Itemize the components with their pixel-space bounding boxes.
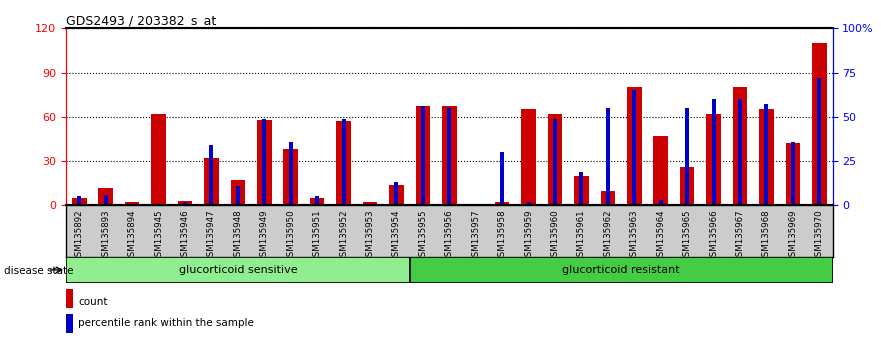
Text: GSM135969: GSM135969 [788, 210, 797, 262]
Text: GSM135947: GSM135947 [207, 210, 216, 262]
Bar [548, 114, 562, 205]
Bar [633, 90, 636, 205]
Bar [284, 149, 298, 205]
Bar [178, 201, 192, 205]
Bar [606, 108, 610, 205]
Bar [257, 120, 271, 205]
Bar [659, 200, 663, 205]
Bar [183, 202, 187, 205]
Bar [157, 204, 160, 205]
Bar [553, 119, 557, 205]
Bar [204, 158, 218, 205]
Bar [627, 87, 641, 205]
Text: GSM135946: GSM135946 [181, 210, 189, 262]
Bar [495, 202, 509, 205]
Bar [315, 196, 319, 205]
Bar [765, 104, 768, 205]
Text: GSM135951: GSM135951 [313, 210, 322, 262]
Bar [469, 204, 483, 205]
Text: GDS2493 / 203382_s_at: GDS2493 / 203382_s_at [66, 14, 217, 27]
Text: GSM135962: GSM135962 [603, 210, 612, 262]
Bar [442, 107, 456, 205]
Bar [791, 142, 795, 205]
Text: percentile rank within the sample: percentile rank within the sample [78, 318, 254, 328]
Bar [210, 145, 213, 205]
Bar [786, 143, 800, 205]
Text: GSM135961: GSM135961 [577, 210, 586, 262]
Bar [337, 121, 351, 205]
Bar [72, 198, 86, 205]
Bar [395, 182, 398, 205]
Bar [389, 185, 403, 205]
Bar [680, 167, 694, 205]
Text: glucorticoid sensitive: glucorticoid sensitive [179, 265, 297, 275]
Bar [759, 109, 774, 205]
Text: GSM135967: GSM135967 [736, 210, 744, 262]
Text: GSM135953: GSM135953 [366, 210, 374, 262]
Text: GSM135968: GSM135968 [762, 210, 771, 262]
Bar [152, 114, 166, 205]
Bar [104, 195, 107, 205]
Text: GSM135892: GSM135892 [75, 210, 84, 262]
Bar [289, 142, 292, 205]
Bar [812, 43, 826, 205]
Text: GSM135957: GSM135957 [471, 210, 480, 262]
Text: GSM135956: GSM135956 [445, 210, 454, 262]
Bar [574, 176, 589, 205]
Text: GSM135954: GSM135954 [392, 210, 401, 262]
Bar [416, 107, 430, 205]
Bar [78, 196, 81, 205]
Text: GSM135970: GSM135970 [815, 210, 824, 262]
Text: GSM135955: GSM135955 [418, 210, 427, 262]
Bar [310, 198, 324, 205]
Bar [236, 186, 240, 205]
Text: GSM135949: GSM135949 [260, 210, 269, 262]
Bar [654, 136, 668, 205]
Text: GSM135964: GSM135964 [656, 210, 665, 262]
Bar [527, 202, 530, 205]
Bar [421, 106, 425, 205]
Bar [601, 190, 615, 205]
Text: GSM135950: GSM135950 [286, 210, 295, 262]
Text: GSM135893: GSM135893 [101, 210, 110, 262]
Text: GSM135894: GSM135894 [128, 210, 137, 262]
Bar [712, 99, 715, 205]
Text: GSM135952: GSM135952 [339, 210, 348, 262]
Bar [522, 109, 536, 205]
Text: GSM135966: GSM135966 [709, 210, 718, 262]
FancyBboxPatch shape [66, 257, 410, 283]
Text: GSM135963: GSM135963 [630, 210, 639, 262]
Bar [231, 180, 245, 205]
Text: GSM135959: GSM135959 [524, 210, 533, 262]
Text: GSM135960: GSM135960 [551, 210, 559, 262]
Bar [685, 108, 689, 205]
Bar [368, 204, 372, 205]
Bar [733, 87, 747, 205]
FancyBboxPatch shape [410, 257, 833, 283]
Text: GSM135945: GSM135945 [154, 210, 163, 262]
Text: GSM135948: GSM135948 [233, 210, 242, 262]
Bar [363, 202, 377, 205]
Bar [448, 108, 451, 205]
Bar [263, 119, 266, 205]
Bar [130, 204, 134, 205]
Text: GSM135958: GSM135958 [498, 210, 507, 262]
Bar [342, 119, 345, 205]
Text: glucorticoid resistant: glucorticoid resistant [562, 265, 680, 275]
Text: disease state: disease state [4, 266, 74, 276]
Bar [738, 99, 742, 205]
Text: count: count [78, 297, 107, 307]
Bar [818, 78, 821, 205]
Bar [125, 202, 139, 205]
Bar [580, 172, 583, 205]
Bar [707, 114, 721, 205]
Text: GSM135965: GSM135965 [683, 210, 692, 262]
Bar [500, 152, 504, 205]
Bar [99, 188, 113, 205]
Bar [474, 204, 478, 205]
